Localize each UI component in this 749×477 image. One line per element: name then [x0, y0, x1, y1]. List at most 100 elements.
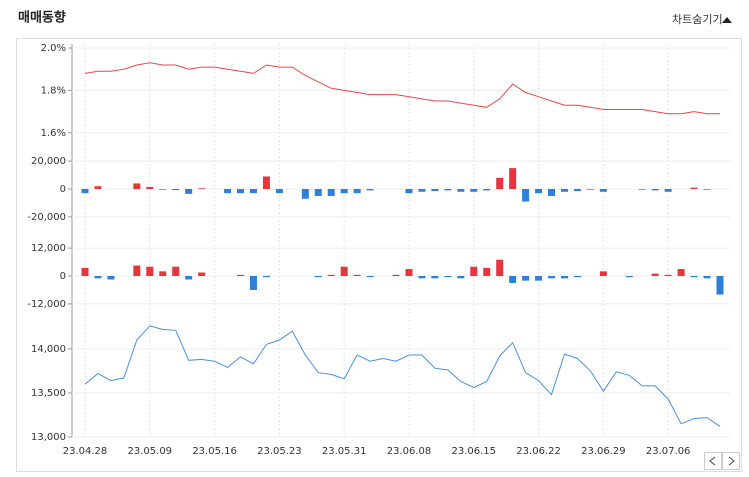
y-tick-label: 0 — [60, 184, 66, 195]
bar — [431, 189, 439, 192]
bar — [599, 189, 607, 192]
x-tick-label: 23.06.29 — [581, 446, 626, 457]
bar — [444, 276, 452, 278]
bar — [146, 186, 154, 189]
bar — [548, 276, 556, 279]
line-series — [84, 325, 721, 427]
bar — [94, 186, 102, 189]
bar — [522, 276, 530, 281]
x-tick-label: 23.05.16 — [192, 446, 237, 457]
bar — [81, 267, 89, 276]
bar — [275, 189, 283, 194]
bar — [573, 189, 581, 192]
prev-box[interactable] — [704, 452, 722, 470]
prev-button[interactable] — [704, 452, 722, 470]
x-tick-label: 23.05.09 — [128, 446, 173, 457]
bar — [522, 189, 530, 202]
bar — [535, 276, 543, 281]
x-tick-label: 23.04.28 — [63, 446, 108, 457]
bar — [496, 259, 504, 276]
bar — [664, 189, 672, 192]
bar — [107, 276, 115, 280]
bar — [185, 276, 193, 280]
toggle-label[interactable]: 차트숨기기 — [672, 13, 723, 26]
bar — [560, 189, 568, 192]
bar — [457, 276, 465, 279]
bar — [392, 274, 400, 276]
bar — [651, 189, 659, 191]
bar — [314, 276, 322, 278]
next-button[interactable] — [722, 452, 740, 470]
next-icon[interactable] — [728, 456, 735, 466]
bar — [509, 276, 517, 283]
toggle-button[interactable]: 차트숨기기 — [672, 13, 732, 26]
prev-icon[interactable] — [709, 456, 716, 466]
bar — [314, 189, 322, 196]
bar — [94, 276, 102, 279]
bar — [366, 189, 374, 191]
bar — [198, 272, 206, 276]
bar — [418, 189, 426, 192]
bar — [237, 274, 245, 276]
bar — [470, 266, 478, 276]
bar — [405, 269, 413, 276]
bar — [237, 189, 245, 194]
y-tick-label: 0 — [60, 271, 66, 282]
line-series — [84, 62, 720, 115]
bar — [262, 176, 270, 189]
bar — [690, 187, 698, 189]
bar — [548, 189, 556, 196]
bar — [81, 189, 89, 194]
bar — [690, 276, 698, 278]
y-tick-label: 13,000 — [31, 432, 66, 443]
y-tick-label: 12,000 — [31, 243, 66, 254]
bar — [535, 189, 543, 194]
bar — [483, 189, 491, 191]
y-tick-label: -20,000 — [27, 212, 66, 223]
bar — [133, 265, 141, 276]
bar — [353, 189, 361, 194]
bar — [470, 189, 478, 192]
bar — [249, 276, 257, 290]
bar — [159, 271, 167, 276]
bar — [638, 189, 646, 190]
x-tick-label: 23.06.15 — [452, 446, 497, 457]
bar — [327, 189, 335, 196]
next-box[interactable] — [722, 452, 740, 470]
bar — [366, 276, 374, 278]
bar — [483, 267, 491, 276]
bar — [159, 189, 167, 190]
y-tick-label: 1.8% — [41, 85, 66, 96]
bar — [716, 276, 724, 295]
bar — [418, 276, 426, 279]
bar — [249, 189, 257, 194]
bar — [625, 276, 633, 278]
x-tick-label: 23.05.23 — [257, 446, 302, 457]
y-tick-label: 1.6% — [41, 128, 66, 139]
bar — [651, 273, 659, 276]
bar — [327, 274, 335, 276]
bar — [599, 271, 607, 276]
y-tick-label: 13,500 — [31, 388, 66, 399]
bar — [224, 189, 232, 194]
y-tick-label: 14,000 — [31, 344, 66, 355]
bar — [340, 189, 348, 194]
bar — [496, 177, 504, 189]
toggle-icon[interactable] — [722, 17, 732, 23]
bar — [172, 266, 180, 276]
y-tick-label: 20,000 — [31, 156, 66, 167]
bar — [198, 188, 206, 189]
title: 매매동향 — [18, 10, 66, 26]
y-tick-label: 2.0% — [41, 43, 66, 54]
bar — [573, 276, 581, 278]
bar — [703, 189, 711, 190]
bar — [185, 189, 193, 194]
x-tick-label: 23.05.31 — [322, 446, 367, 457]
x-tick-label: 23.07.06 — [646, 446, 691, 457]
frame — [16, 38, 742, 472]
x-tick-label: 23.06.22 — [516, 446, 561, 457]
bar — [703, 276, 711, 279]
bar — [146, 266, 154, 276]
